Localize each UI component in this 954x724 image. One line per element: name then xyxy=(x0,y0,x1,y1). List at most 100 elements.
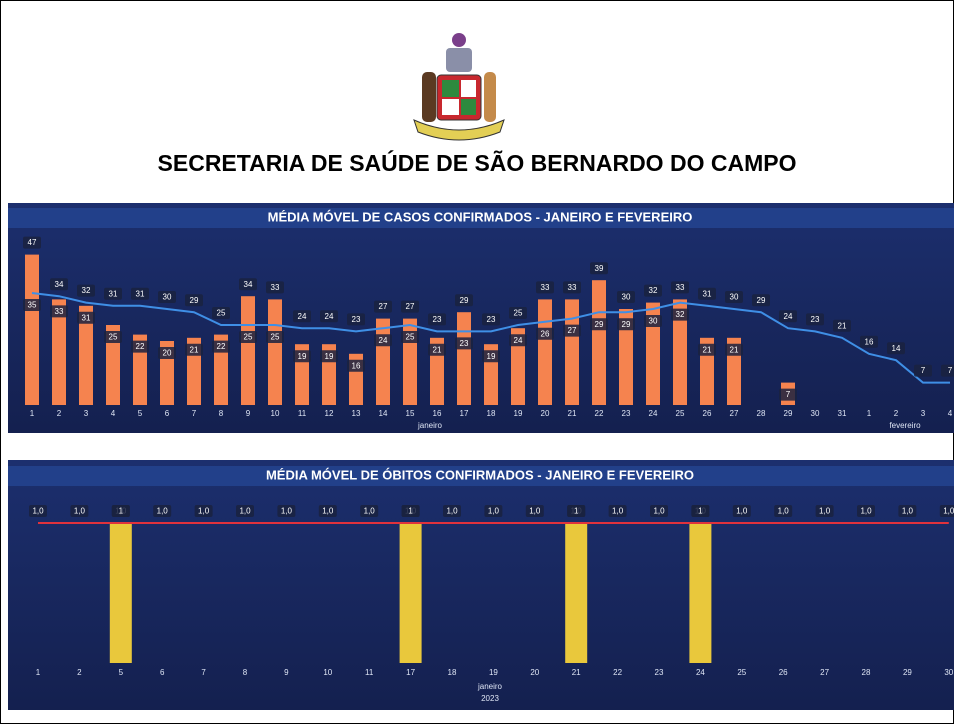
data-label: 29 xyxy=(190,296,199,305)
x-tick-label: 11 xyxy=(298,409,307,418)
data-label: 1,0 xyxy=(860,507,872,516)
data-label: 25 xyxy=(109,333,118,342)
x-tick-label: 10 xyxy=(271,409,280,418)
x-tick-label: 15 xyxy=(406,409,415,418)
data-label: 24 xyxy=(298,312,307,321)
x-tick-label: 21 xyxy=(572,668,581,677)
data-label: 24 xyxy=(514,336,523,345)
data-label: 1,0 xyxy=(736,507,748,516)
data-label: 1,0 xyxy=(902,507,914,516)
x-tick-label: 21 xyxy=(568,409,577,418)
data-label: 32 xyxy=(676,310,685,319)
bar xyxy=(592,280,606,405)
data-label: 21 xyxy=(730,345,739,354)
data-label: 7 xyxy=(786,390,791,399)
data-label: 23 xyxy=(811,315,820,324)
data-label: 30 xyxy=(730,293,739,302)
bar xyxy=(457,312,471,405)
data-label: 47 xyxy=(28,238,37,247)
x-tick-label: 26 xyxy=(779,668,788,677)
data-label: 1,0 xyxy=(488,507,500,516)
data-label: 30 xyxy=(163,293,172,302)
data-label: 22 xyxy=(217,342,226,351)
data-label: 7 xyxy=(948,366,953,375)
x-tick-label: 9 xyxy=(284,668,289,677)
data-label: 1,0 xyxy=(322,507,334,516)
annotation: fevereiro xyxy=(889,421,921,430)
data-label: 16 xyxy=(865,337,874,346)
x-tick-label: 23 xyxy=(655,668,664,677)
data-label: 19 xyxy=(487,352,496,361)
data-label: 1,0 xyxy=(157,507,169,516)
x-tick-label: 2 xyxy=(894,409,899,418)
data-label: 33 xyxy=(541,283,550,292)
chart-title: MÉDIA MÓVEL DE CASOS CONFIRMADOS - JANEI… xyxy=(268,209,693,224)
x-tick-label: 30 xyxy=(811,409,820,418)
data-label: 24 xyxy=(325,312,334,321)
data-label: 1 xyxy=(408,507,413,516)
data-label: 21 xyxy=(703,345,712,354)
annotation: janeiro xyxy=(417,421,443,430)
x-tick-label: 17 xyxy=(460,409,469,418)
x-tick-label: 14 xyxy=(379,409,388,418)
data-label: 7 xyxy=(921,366,926,375)
x-tick-label: 25 xyxy=(676,409,685,418)
x-tick-label: 24 xyxy=(696,668,705,677)
x-tick-label: 24 xyxy=(649,409,658,418)
data-label: 27 xyxy=(568,326,577,335)
bar xyxy=(376,319,390,405)
data-label: 19 xyxy=(325,352,334,361)
x-tick-label: 27 xyxy=(820,668,829,677)
data-label: 20 xyxy=(163,349,172,358)
data-label: 30 xyxy=(622,293,631,302)
data-label: 1,0 xyxy=(198,507,210,516)
panel-bg xyxy=(8,460,954,710)
x-tick-label: 5 xyxy=(138,409,143,418)
data-label: 23 xyxy=(352,315,361,324)
x-tick-label: 30 xyxy=(944,668,953,677)
x-tick-label: 16 xyxy=(433,409,442,418)
data-label: 23 xyxy=(433,315,442,324)
data-label: 33 xyxy=(271,283,280,292)
x-tick-label: 22 xyxy=(595,409,604,418)
x-tick-label: 9 xyxy=(246,409,251,418)
data-label: 31 xyxy=(82,313,91,322)
x-tick-label: 4 xyxy=(111,409,116,418)
x-tick-label: 1 xyxy=(30,409,35,418)
data-label: 34 xyxy=(55,280,64,289)
x-tick-label: 3 xyxy=(921,409,926,418)
data-label: 31 xyxy=(703,289,712,298)
data-label: 19 xyxy=(298,352,307,361)
data-label: 21 xyxy=(838,321,847,330)
data-label: 29 xyxy=(595,320,604,329)
x-tick-label: 4 xyxy=(948,409,953,418)
data-label: 14 xyxy=(892,344,901,353)
annotation: janeiro xyxy=(477,682,503,691)
x-tick-label: 3 xyxy=(84,409,89,418)
x-tick-label: 28 xyxy=(862,668,871,677)
data-label: 1 xyxy=(119,507,124,516)
x-tick-label: 12 xyxy=(325,409,334,418)
data-label: 1 xyxy=(698,507,703,516)
data-label: 1 xyxy=(574,507,579,516)
bar xyxy=(241,296,255,405)
x-tick-label: 17 xyxy=(406,668,415,677)
bar xyxy=(25,255,39,405)
chart-title: MÉDIA MÓVEL DE ÓBITOS CONFIRMADOS - JANE… xyxy=(266,467,694,482)
x-tick-label: 20 xyxy=(541,409,550,418)
x-tick-label: 11 xyxy=(365,668,374,677)
data-label: 29 xyxy=(622,320,631,329)
data-label: 21 xyxy=(433,345,442,354)
x-tick-label: 19 xyxy=(489,668,498,677)
x-tick-label: 8 xyxy=(243,668,248,677)
data-label: 32 xyxy=(82,286,91,295)
x-tick-label: 18 xyxy=(448,668,457,677)
data-label: 1,0 xyxy=(364,507,376,516)
data-label: 1,0 xyxy=(653,507,665,516)
x-tick-label: 6 xyxy=(165,409,170,418)
bar xyxy=(268,299,282,405)
data-label: 25 xyxy=(244,333,253,342)
data-label: 1,0 xyxy=(943,507,954,516)
x-tick-label: 23 xyxy=(622,409,631,418)
data-label: 16 xyxy=(352,361,361,370)
